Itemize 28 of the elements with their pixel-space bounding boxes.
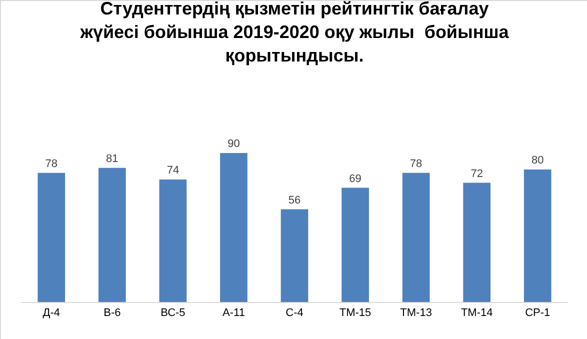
data-label: 56 [288,194,301,206]
bar [280,209,308,302]
data-label: 80 [531,154,544,167]
data-label: 78 [410,158,422,170]
bar [220,153,248,302]
x-tick-label: СР-1 [525,307,550,320]
bar [38,172,66,302]
bar [159,179,187,302]
bar [402,172,430,302]
x-tick-label: ТМ-14 [460,307,493,320]
chart-title: Студенттердің қызметін рейтингтік бағалау жүйесі бойынша 2019-2020 оқу жылы бойынша қорытындысы. [79,0,510,66]
x-tick-label: А-11 [222,307,245,320]
x-tick-label: ТМ-13 [400,307,432,320]
x-tick-label: ВС-5 [160,307,186,320]
x-tick-label: В-6 [104,307,121,320]
data-label: 72 [470,168,483,180]
x-tick-label: Д-4 [42,307,60,320]
bar [463,182,491,302]
data-label: 90 [228,138,240,150]
bar [342,188,369,302]
data-label: 81 [106,152,118,165]
data-label: 69 [349,172,362,185]
bar [98,168,126,302]
x-tick-label: С-4 [286,307,304,320]
x-tick-label: ТМ-15 [339,307,372,320]
data-label: 78 [45,158,58,170]
bar [524,170,552,302]
data-label: 74 [166,164,180,176]
